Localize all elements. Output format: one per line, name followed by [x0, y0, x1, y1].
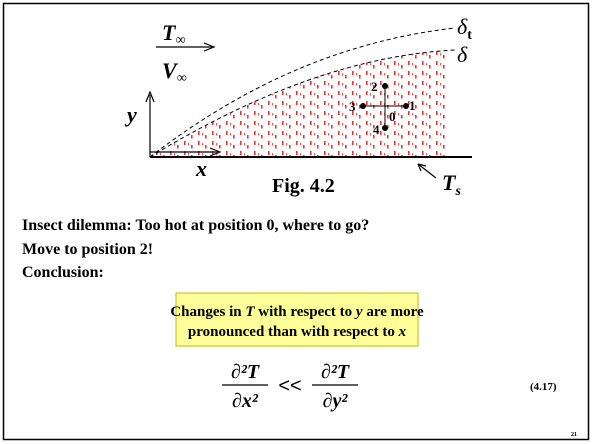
text-segment: s [454, 184, 461, 199]
eq-operator: << [278, 375, 301, 397]
position-label: 3 [349, 99, 356, 114]
text-line: Conclusion: [22, 264, 104, 281]
delta: δ [457, 42, 468, 67]
text-segment: pronounced than with respect to [188, 324, 399, 340]
callout-line: Changes in T with respect to y are more [170, 304, 424, 320]
y-label: y [124, 102, 137, 127]
point [382, 125, 388, 131]
point [360, 103, 366, 109]
t-s: Ts [442, 170, 461, 199]
position-label: 4 [373, 122, 380, 137]
eq-num: ∂²T [231, 361, 260, 383]
eq-den: ∂x² [232, 390, 259, 412]
equation-number: (4.17) [530, 381, 557, 393]
text-segment: with respect to [255, 304, 356, 320]
text-segment: ∞ [177, 71, 187, 86]
delta-t: δt [457, 14, 472, 43]
eq-num: ∂²T [321, 361, 350, 383]
position-label: 2 [371, 79, 378, 94]
boundary-layer-fill [150, 40, 450, 157]
text-segment: y [354, 304, 363, 320]
point [382, 83, 388, 89]
x-label: x [195, 156, 207, 181]
text-segment: t [467, 28, 472, 43]
t-inf: T∞ [162, 20, 185, 48]
slide: T∞ V∞ δt δ y x Fig. 4.2 Ts 0 1 2 3 4 Ins… [0, 0, 592, 444]
v-inf: V∞ [162, 58, 187, 86]
position-label: 0 [389, 109, 396, 124]
callout-line: pronounced than with respect to x [188, 324, 407, 340]
position-label: 1 [409, 98, 416, 113]
text-segment: x [398, 324, 407, 340]
text-segment: Changes in [170, 304, 245, 320]
fig-caption: Fig. 4.2 [272, 175, 335, 197]
eq-den: ∂y² [323, 390, 349, 412]
text-line: Move to position 2! [22, 241, 153, 258]
text-line: Insect dilemma: Too hot at position 0, w… [22, 217, 369, 234]
text-segment: are more [363, 304, 424, 320]
text-segment: ∞ [175, 33, 185, 48]
page-number: 21 [571, 432, 577, 438]
